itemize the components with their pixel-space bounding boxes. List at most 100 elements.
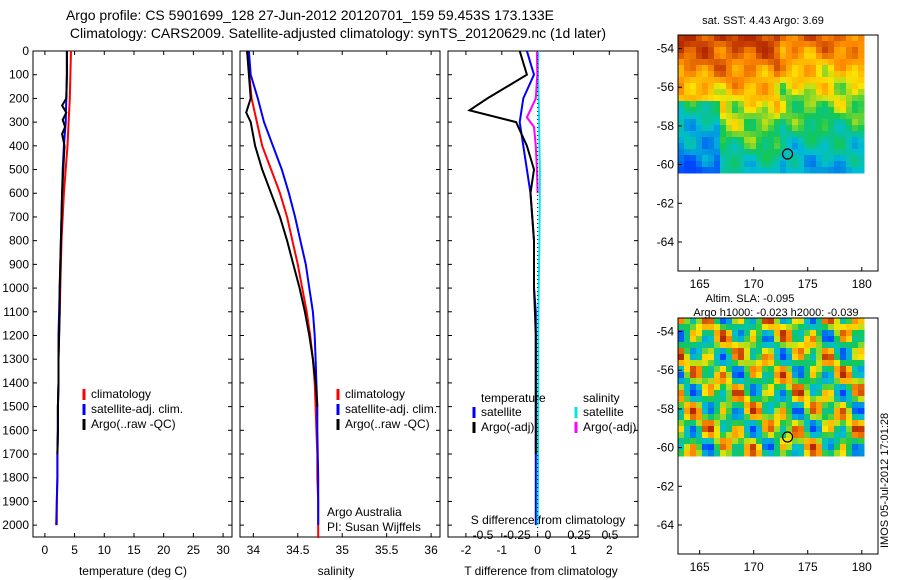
map-cell [696, 360, 703, 367]
map-cell [786, 396, 793, 403]
map-cell [714, 35, 721, 42]
map-cell [858, 101, 865, 108]
map-cell [762, 444, 769, 451]
map-cell [846, 137, 853, 144]
map-cell [750, 41, 757, 48]
map-cell [678, 408, 685, 415]
map-cell [804, 372, 811, 379]
map-cell [786, 372, 793, 379]
map-cell [846, 426, 853, 433]
map-cell [726, 95, 733, 102]
map-cell [696, 35, 703, 42]
map-cell [756, 155, 763, 162]
map-cell [696, 161, 703, 168]
map-cell [708, 149, 715, 156]
map-cell [828, 378, 835, 385]
map-cell [786, 450, 793, 457]
map-cell [768, 35, 775, 42]
map-cell [780, 372, 787, 379]
map-cell [696, 444, 703, 451]
map-cell [858, 396, 865, 403]
map-cell [828, 65, 835, 72]
map-cell [732, 420, 739, 427]
map-cell [732, 354, 739, 361]
map-cell [708, 71, 715, 78]
map-cell [738, 318, 745, 325]
map-cell [744, 35, 751, 42]
map-cell [720, 414, 727, 421]
map-cell [822, 348, 829, 355]
map-cell [840, 324, 847, 331]
map-cell [756, 107, 763, 114]
map-cell [678, 131, 685, 138]
map-cell [780, 360, 787, 367]
map-cell [798, 47, 805, 54]
map-cell [774, 53, 781, 60]
map-cell [798, 137, 805, 144]
map-cell [804, 414, 811, 421]
map-cell [696, 65, 703, 72]
map-cell [774, 155, 781, 162]
map-cell [780, 71, 787, 78]
map-cell [798, 101, 805, 108]
map-cell [744, 149, 751, 156]
map-cell [726, 348, 733, 355]
map-cell [846, 324, 853, 331]
map-cell [714, 101, 721, 108]
map-cell [708, 161, 715, 168]
map-cell [786, 149, 793, 156]
map-cell [774, 77, 781, 84]
map-cell [702, 89, 709, 96]
map-cell [678, 95, 685, 102]
map-cell [810, 444, 817, 451]
map-y-tick-label: -60 [657, 158, 675, 172]
map-cell [816, 414, 823, 421]
map-cell [786, 47, 793, 54]
map-cell [792, 143, 799, 150]
map-cell [780, 125, 787, 132]
map-cell [846, 330, 853, 337]
map-cell [846, 65, 853, 72]
map-cell [816, 35, 823, 42]
map-cell [714, 119, 721, 126]
map-cell [786, 125, 793, 132]
map-cell [738, 390, 745, 397]
map-cell [720, 432, 727, 439]
temperature-xlabel: temperature (deg C) [79, 564, 187, 578]
map-cell [810, 125, 817, 132]
map-cell [750, 342, 757, 349]
map-cell [708, 113, 715, 120]
map-cell [798, 342, 805, 349]
map-cell [768, 354, 775, 361]
map-cell [810, 384, 817, 391]
map-cell [714, 41, 721, 48]
map-cell [708, 125, 715, 132]
map-cell [834, 35, 841, 42]
map-cell [684, 95, 691, 102]
map-cell [738, 113, 745, 120]
map-cell [792, 348, 799, 355]
map-cell [774, 143, 781, 150]
map-cell [852, 125, 859, 132]
map-cell [852, 402, 859, 409]
map-cell [846, 89, 853, 96]
map-cell [786, 89, 793, 96]
map-cell [702, 125, 709, 132]
map-y-tick-label: -62 [657, 196, 675, 210]
map-cell [786, 167, 793, 174]
map-cell [798, 107, 805, 114]
map-cell [852, 119, 859, 126]
map-cell [684, 149, 691, 156]
map-cell [822, 71, 829, 78]
map-cell [738, 65, 745, 72]
map-cell [798, 35, 805, 42]
map-cell [846, 396, 853, 403]
map-cell [684, 324, 691, 331]
map-cell [702, 131, 709, 138]
map-cell [690, 143, 697, 150]
map-cell [840, 330, 847, 337]
map-cell [810, 354, 817, 361]
map-cell [804, 342, 811, 349]
map-cell [744, 113, 751, 120]
map-cell [756, 65, 763, 72]
